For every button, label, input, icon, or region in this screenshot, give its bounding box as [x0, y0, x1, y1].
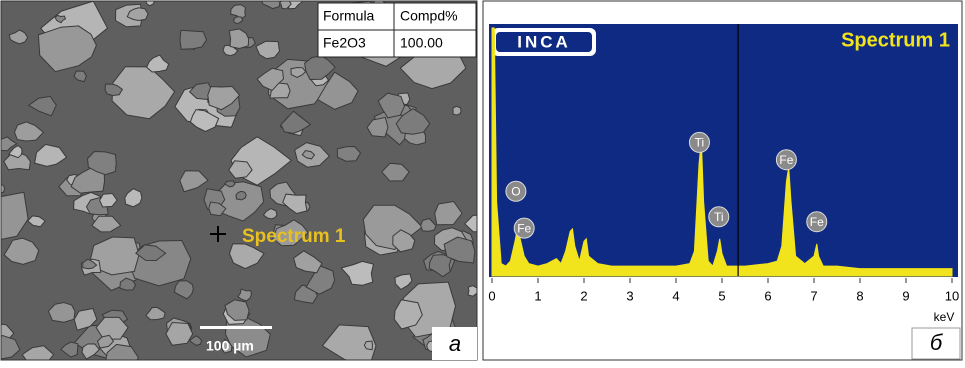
panel-label: б — [930, 330, 944, 355]
table-cell: Fe2O3 — [323, 35, 366, 51]
particle — [337, 147, 360, 162]
particle — [453, 106, 461, 115]
peak-label: Fe — [517, 221, 531, 235]
particle — [468, 286, 480, 297]
x-tick-label: 2 — [580, 288, 587, 303]
plot-area — [489, 24, 958, 277]
x-tick-label: 3 — [626, 288, 633, 303]
x-tick-label: 5 — [718, 288, 725, 303]
scale-label: 100 µm — [206, 338, 254, 354]
x-tick-label: 6 — [764, 288, 771, 303]
peak-label: Fe — [810, 215, 824, 229]
panel-label: a — [449, 331, 461, 356]
particle — [236, 191, 246, 200]
x-tick-label: 10 — [945, 288, 959, 303]
peak-label: Ti — [714, 210, 724, 224]
x-tick-label: 1 — [534, 288, 541, 303]
peak-label: O — [511, 184, 520, 198]
formula-table: Formula Compd% Fe2O3 100.00 — [318, 3, 476, 57]
table-header: Compd% — [400, 8, 458, 24]
marker-label: Spectrum 1 — [242, 226, 346, 247]
x-axis-label: keV — [934, 310, 955, 324]
scale-bar — [200, 326, 272, 329]
figure: Formula Compd% Fe2O3 100.00 Spectrum 1 1… — [0, 0, 965, 363]
x-tick-label: 7 — [810, 288, 817, 303]
peak-label: Ti — [695, 136, 705, 150]
x-tick-label: 4 — [672, 288, 679, 303]
particle — [180, 30, 207, 49]
logo: INCA — [517, 32, 571, 51]
x-tick-label: 0 — [488, 288, 495, 303]
peak-label: Fe — [779, 153, 793, 167]
table-cell: 100.00 — [400, 35, 443, 51]
table-header: Formula — [323, 8, 375, 24]
x-tick-label: 9 — [902, 288, 909, 303]
particle — [364, 341, 372, 350]
page: Formula Compd% Fe2O3 100.00 Spectrum 1 1… — [0, 0, 965, 368]
chart-title: Spectrum 1 — [841, 29, 950, 51]
x-tick-label: 8 — [856, 288, 863, 303]
